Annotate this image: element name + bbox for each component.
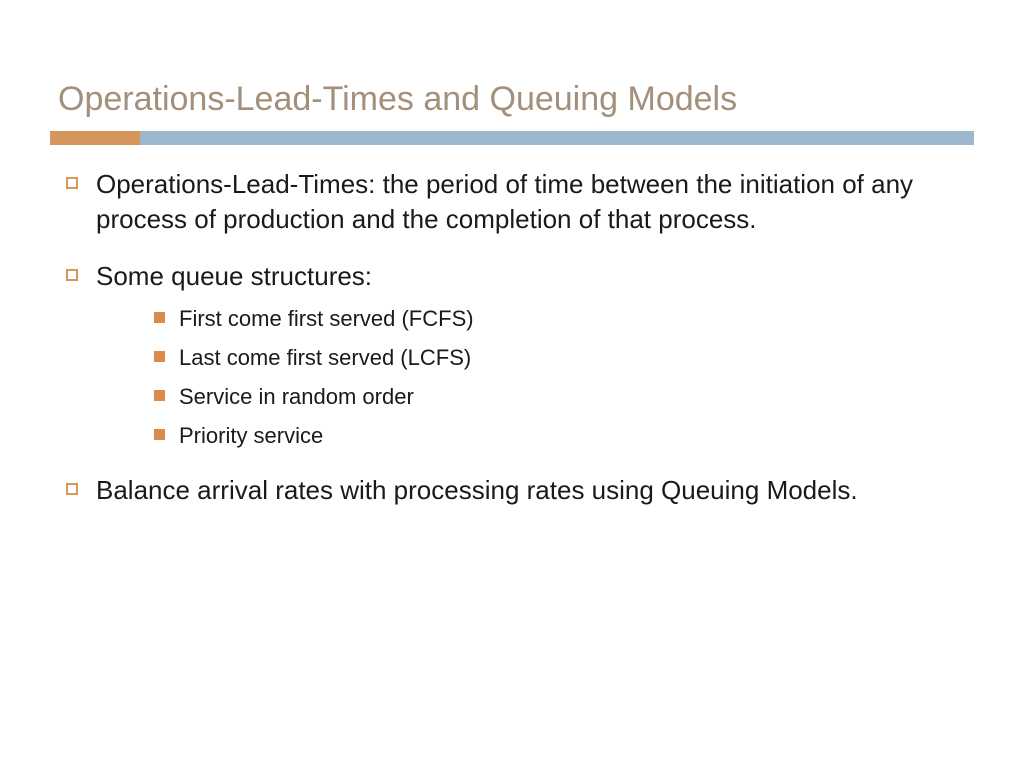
bullet-text: Last come first served (LCFS) [179, 343, 471, 374]
bullet-text: Priority service [179, 421, 323, 452]
slide-title: Operations-Lead-Times and Queuing Models [50, 80, 974, 119]
accent-bar-right [140, 131, 974, 145]
bullet-text: Service in random order [179, 382, 414, 413]
bullet-level1: Balance arrival rates with processing ra… [66, 473, 974, 508]
bullet-text: Some queue structures: [96, 259, 372, 294]
bullet-level2: Priority service [154, 421, 974, 452]
accent-bar [50, 131, 974, 145]
square-outline-icon [66, 177, 78, 189]
square-solid-icon [154, 429, 165, 440]
content-area: Operations-Lead-Times: the period of tim… [50, 167, 974, 509]
square-outline-icon [66, 483, 78, 495]
bullet-level1: Some queue structures: [66, 259, 974, 294]
square-solid-icon [154, 390, 165, 401]
square-solid-icon [154, 312, 165, 323]
square-solid-icon [154, 351, 165, 362]
bullet-text: Balance arrival rates with processing ra… [96, 473, 858, 508]
bullet-level2: Last come first served (LCFS) [154, 343, 974, 374]
bullet-level1: Operations-Lead-Times: the period of tim… [66, 167, 974, 237]
bullet-text: Operations-Lead-Times: the period of tim… [96, 167, 974, 237]
slide-container: Operations-Lead-Times and Queuing Models… [0, 0, 1024, 581]
bullet-level2: First come first served (FCFS) [154, 304, 974, 335]
bullet-level2: Service in random order [154, 382, 974, 413]
accent-bar-left [50, 131, 140, 145]
bullet-text: First come first served (FCFS) [179, 304, 474, 335]
sub-bullet-group: First come first served (FCFS) Last come… [66, 304, 974, 451]
square-outline-icon [66, 269, 78, 281]
